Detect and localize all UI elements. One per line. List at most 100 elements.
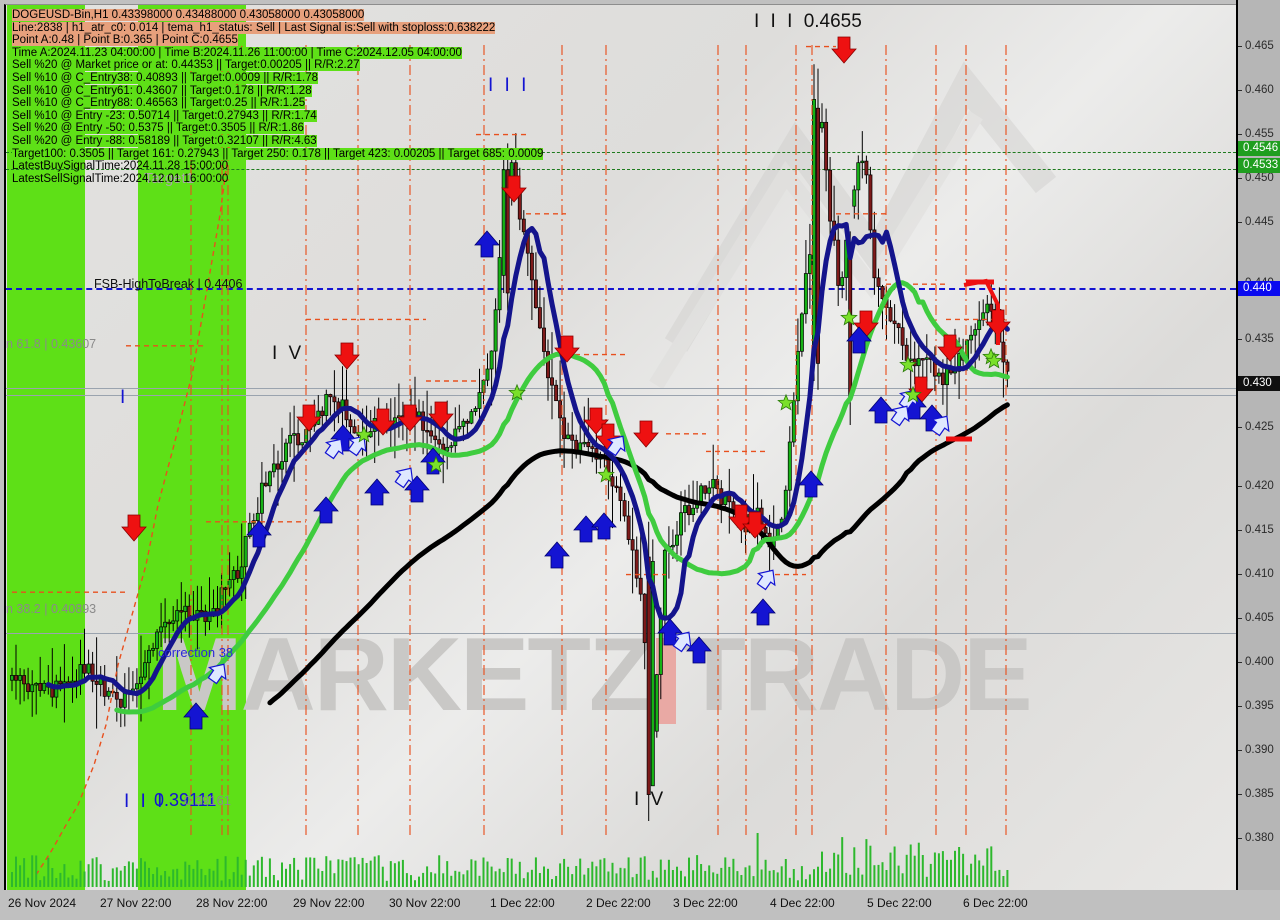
symbol-info-text: Sell %10 @ C_Entry61: 0.43607 || Target:… xyxy=(12,84,312,97)
wave-price-top: 0.4655 xyxy=(803,11,862,32)
watermark-left: MARKETZ xyxy=(156,617,652,733)
fsb-high-to-break-line xyxy=(6,288,1236,290)
symbol-info-line: Line:2838 | h1_atr_c0: 0.014 | tema_h1_s… xyxy=(12,21,543,35)
wave-label-iv-left: I V xyxy=(272,343,304,365)
symbol-info-line: LatestBuySignalTime:2024.11.28 15:00:00 xyxy=(12,160,543,173)
price-tick: 0.395 xyxy=(1238,700,1280,713)
star-marker-icon xyxy=(777,393,795,411)
time-tick-label: 4 Dec 22:00 xyxy=(770,896,835,910)
buy-arrow-icon xyxy=(591,512,617,540)
buy-arrow-icon xyxy=(364,478,390,506)
time-tick-label: 26 Nov 2024 xyxy=(8,896,77,910)
sell-arrow-icon xyxy=(831,36,857,64)
price-tick: 0.425 xyxy=(1238,421,1280,434)
price-tick: 0.460 xyxy=(1238,84,1280,97)
price-tick: 0.380 xyxy=(1238,832,1280,845)
wave-iv-bottom-text: I V xyxy=(634,789,667,810)
price-tick: 0.410 xyxy=(1238,568,1280,581)
fib-618-line xyxy=(6,395,1236,396)
buy-arrow-icon xyxy=(573,515,599,543)
price-axis[interactable]: 0.465 0.460 0.455 0.450 0.445 0.440 0.435 0.430… xyxy=(1236,0,1280,890)
price-tick: 0.450 xyxy=(1238,172,1280,185)
pending-arrow-icon xyxy=(347,435,367,457)
price-tick: 0.465 xyxy=(1238,40,1280,53)
pending-arrow-icon xyxy=(672,631,692,653)
time-tick-label: 30 Nov 22:00 xyxy=(389,896,461,910)
symbol-info-text: Sell %10 @ Entry -23: 0.50714 || Target:… xyxy=(12,109,317,122)
fast-ma-line xyxy=(45,221,1010,697)
sell-arrow-icon xyxy=(334,342,360,370)
pending-arrow-icon xyxy=(890,405,910,427)
symbol-info-text: Sell %10 @ C_Entry38: 0.40893 || Target:… xyxy=(12,71,318,84)
symbol-info-text: Sell %20 @ Entry -88: 0.58189 || Target:… xyxy=(12,134,317,147)
symbol-info-text: Sell %20 @ Entry -50: 0.5375 || Target:0… xyxy=(12,122,304,135)
price-tick: 0.405 xyxy=(1238,612,1280,625)
chart-plot-area[interactable]: MARKETZ TRADE I I I 0.4655 I I I I V I xyxy=(4,4,1236,890)
time-tick-label: 29 Nov 22:00 xyxy=(293,896,365,910)
sell-arrow-icon xyxy=(742,511,768,539)
signal-marker-group xyxy=(121,36,1011,730)
time-tick-label: 27 Nov 22:00 xyxy=(100,896,172,910)
star-marker-icon xyxy=(355,425,373,443)
sell-arrow-icon xyxy=(370,408,396,436)
pending-arrow-icon xyxy=(930,415,950,437)
symbol-info-line: Sell %20 @ Entry -50: 0.5375 || Target:0… xyxy=(12,122,543,135)
pending-arrow-icon xyxy=(394,467,414,489)
price-tick: 0.390 xyxy=(1238,744,1280,757)
swing-marker xyxy=(963,278,1000,345)
symbol-info-text: DOGEUSD-Bin,H1 0.43398000 0.43488000 0.4… xyxy=(12,9,365,21)
symbol-info-text: Point A:0.48 | Point B:0.365 | Point C:0… xyxy=(12,34,238,47)
wave-price-bottom: 0.39111 xyxy=(154,790,217,810)
time-axis[interactable]: 26 Nov 2024 27 Nov 22:00 28 Nov 22:00 29 No… xyxy=(0,890,1280,920)
price-tick: 0.415 xyxy=(1238,524,1280,537)
symbol-info-line: LatestSellSignalTime:2024.12.01 16:00:00 xyxy=(12,173,543,186)
buy-arrow-icon xyxy=(246,520,272,548)
time-tick-label: 3 Dec 22:00 xyxy=(673,896,738,910)
symbol-info-text: Target100: 0.3505 || Target 161: 0.27943… xyxy=(12,147,544,160)
buy-arrow-icon xyxy=(313,496,339,524)
wave-marks-bottom: I I I xyxy=(124,791,166,812)
target1-label: Target1 xyxy=(144,170,195,187)
fib-382-label: n 38.2 | 0.40893 xyxy=(6,602,97,616)
buy-arrow-icon xyxy=(750,598,776,626)
target-upper-line xyxy=(6,152,1236,153)
pending-arrow-icon xyxy=(207,663,227,685)
sell-arrow-icon xyxy=(296,404,322,432)
sell-arrow-icon xyxy=(633,420,659,448)
sell-arrow-icon xyxy=(121,514,147,542)
baseline-ma-line xyxy=(267,402,1010,706)
pending-arrow-icon xyxy=(324,438,344,460)
volume-series xyxy=(11,833,1009,887)
time-tick-label: 5 Dec 22:00 xyxy=(867,896,932,910)
price-tick: 0.385 xyxy=(1238,788,1280,801)
price-highlight-label: 0.430 xyxy=(1238,376,1280,391)
buy-arrow-icon xyxy=(544,541,570,569)
fsb-high-to-break-label: FSB-HighToBreak | 0.4406 xyxy=(94,277,243,291)
symbol-info-line: Target100: 0.3505 || Target 161: 0.27943… xyxy=(12,147,544,161)
symbol-info-line: Sell %10 @ C_Entry88: 0.46563 || Target:… xyxy=(12,97,543,110)
buy-arrow-icon xyxy=(474,230,500,258)
star-marker-icon xyxy=(899,355,917,373)
price-tick: 0.455 xyxy=(1238,128,1280,141)
wave-marks-top: I I I xyxy=(754,11,796,32)
price-tick: 0.435 xyxy=(1238,333,1280,346)
symbol-info-text: Time A:2024.11.23 04:00:00 | Time B:2024… xyxy=(12,46,462,59)
sell-arrow-icon xyxy=(554,335,580,363)
watermark-right: TRADE xyxy=(682,617,1032,733)
price-tick: 0.445 xyxy=(1238,216,1280,229)
price-tick: 0.400 xyxy=(1238,656,1280,669)
fib-382-line xyxy=(6,633,1236,634)
star-marker-icon xyxy=(840,308,858,326)
price-highlight-label: 0.4546 xyxy=(1238,141,1280,156)
sell-arrow-icon xyxy=(937,334,963,362)
buy-arrow-icon xyxy=(686,636,712,664)
wave-price-bottom-alt: 0.39161 xyxy=(184,793,231,808)
price-highlight-label: 0.4533 xyxy=(1238,158,1280,173)
star-marker-icon xyxy=(427,455,445,473)
symbol-info-line: DOGEUSD-Bin,H1 0.43398000 0.43488000 0.4… xyxy=(12,9,543,22)
symbol-info-line: Sell %10 @ C_Entry38: 0.40893 || Target:… xyxy=(12,71,543,85)
star-marker-icon xyxy=(597,465,615,483)
target-lower-line xyxy=(6,169,1236,170)
symbol-info-text: LatestBuySignalTime:2024.11.28 15:00:00 xyxy=(12,160,229,173)
